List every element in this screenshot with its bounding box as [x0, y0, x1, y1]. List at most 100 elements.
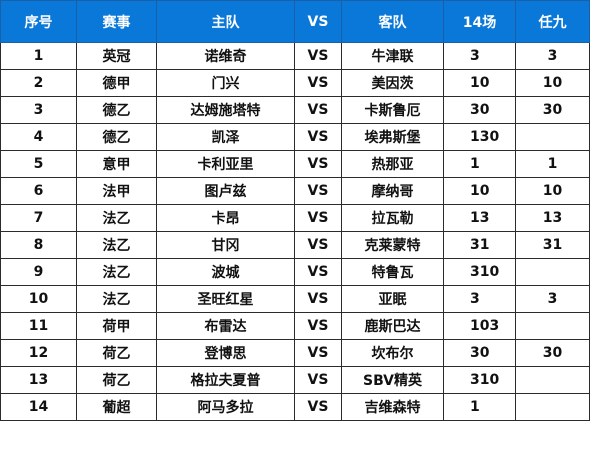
table-row: 14 葡超 阿马多拉 VS 吉维森特 1: [0, 393, 590, 421]
cell-any-nine: [515, 312, 590, 340]
table-body: 1 英冠 诺维奇 VS 牛津联 3 3 2 德甲 门兴 VS 美因茨 10 10 3 德乙 达姆施塔特 VS 卡斯鲁…: [0, 42, 590, 421]
cell-home-team: 卡利亚里: [156, 150, 295, 178]
cell-vs: VS: [294, 123, 342, 151]
cell-no: 8: [0, 231, 77, 259]
table-row: 9 法乙 波城 VS 特鲁瓦 310: [0, 258, 590, 286]
cell-home-team: 布雷达: [156, 312, 295, 340]
cell-no: 3: [0, 96, 77, 124]
cell-league: 荷乙: [76, 339, 157, 367]
cell-vs: VS: [294, 366, 342, 394]
cell-14-matches: 310: [443, 366, 516, 394]
cell-14-matches: 1: [443, 150, 516, 178]
cell-vs: VS: [294, 339, 342, 367]
table-row: 7 法乙 卡昂 VS 拉瓦勒 13 13: [0, 204, 590, 232]
cell-home-team: 达姆施塔特: [156, 96, 295, 124]
cell-league: 法甲: [76, 177, 157, 205]
table-row: 13 荷乙 格拉夫夏普 VS SBV精英 310: [0, 366, 590, 394]
cell-away-team: 拉瓦勒: [341, 204, 444, 232]
cell-14-matches: 31: [443, 231, 516, 259]
cell-league: 意甲: [76, 150, 157, 178]
table-row: 1 英冠 诺维奇 VS 牛津联 3 3: [0, 42, 590, 70]
cell-no: 5: [0, 150, 77, 178]
table-row: 4 德乙 凯泽 VS 埃弗斯堡 130: [0, 123, 590, 151]
cell-14-matches: 10: [443, 177, 516, 205]
table-row: 6 法甲 图卢兹 VS 摩纳哥 10 10: [0, 177, 590, 205]
cell-vs: VS: [294, 42, 342, 70]
cell-league: 法乙: [76, 258, 157, 286]
cell-any-nine: 30: [515, 339, 590, 367]
cell-14-matches: 130: [443, 123, 516, 151]
header-14-matches: 14场: [443, 0, 516, 43]
cell-14-matches: 30: [443, 339, 516, 367]
table-row: 3 德乙 达姆施塔特 VS 卡斯鲁厄 30 30: [0, 96, 590, 124]
cell-home-team: 阿马多拉: [156, 393, 295, 421]
cell-away-team: 鹿斯巴达: [341, 312, 444, 340]
cell-any-nine: [515, 258, 590, 286]
cell-no: 6: [0, 177, 77, 205]
cell-vs: VS: [294, 177, 342, 205]
cell-home-team: 圣旺红星: [156, 285, 295, 313]
header-row: 序号 赛事 主队 VS 客队 14场 任九: [0, 0, 590, 43]
cell-away-team: 特鲁瓦: [341, 258, 444, 286]
cell-any-nine: 13: [515, 204, 590, 232]
cell-league: 葡超: [76, 393, 157, 421]
cell-home-team: 卡昂: [156, 204, 295, 232]
cell-away-team: 吉维森特: [341, 393, 444, 421]
cell-no: 12: [0, 339, 77, 367]
cell-any-nine: [515, 366, 590, 394]
header-any-nine: 任九: [515, 0, 590, 43]
table-row: 8 法乙 甘冈 VS 克莱蒙特 31 31: [0, 231, 590, 259]
cell-vs: VS: [294, 231, 342, 259]
cell-14-matches: 13: [443, 204, 516, 232]
cell-away-team: 坎布尔: [341, 339, 444, 367]
cell-league: 法乙: [76, 231, 157, 259]
lottery-table: 序号 赛事 主队 VS 客队 14场 任九 1 英冠 诺维奇 VS 牛津联 3 3 2 德甲 门兴…: [0, 0, 590, 421]
cell-14-matches: 103: [443, 312, 516, 340]
cell-14-matches: 1: [443, 393, 516, 421]
header-no: 序号: [0, 0, 77, 43]
cell-no: 9: [0, 258, 77, 286]
cell-vs: VS: [294, 285, 342, 313]
cell-home-team: 图卢兹: [156, 177, 295, 205]
cell-vs: VS: [294, 204, 342, 232]
cell-any-nine: 3: [515, 42, 590, 70]
cell-vs: VS: [294, 312, 342, 340]
cell-away-team: 亚眠: [341, 285, 444, 313]
cell-league: 德甲: [76, 69, 157, 97]
cell-league: 法乙: [76, 204, 157, 232]
cell-away-team: 克莱蒙特: [341, 231, 444, 259]
cell-vs: VS: [294, 258, 342, 286]
cell-no: 7: [0, 204, 77, 232]
cell-no: 4: [0, 123, 77, 151]
cell-14-matches: 3: [443, 285, 516, 313]
table-row: 2 德甲 门兴 VS 美因茨 10 10: [0, 69, 590, 97]
cell-no: 2: [0, 69, 77, 97]
cell-vs: VS: [294, 69, 342, 97]
cell-away-team: SBV精英: [341, 366, 444, 394]
header-home-team: 主队: [156, 0, 295, 43]
cell-any-nine: 10: [515, 69, 590, 97]
cell-any-nine: [515, 393, 590, 421]
cell-league: 英冠: [76, 42, 157, 70]
cell-14-matches: 30: [443, 96, 516, 124]
cell-no: 14: [0, 393, 77, 421]
table-row: 11 荷甲 布雷达 VS 鹿斯巴达 103: [0, 312, 590, 340]
cell-away-team: 牛津联: [341, 42, 444, 70]
cell-home-team: 门兴: [156, 69, 295, 97]
table-row: 5 意甲 卡利亚里 VS 热那亚 1 1: [0, 150, 590, 178]
cell-home-team: 登博思: [156, 339, 295, 367]
cell-no: 1: [0, 42, 77, 70]
cell-any-nine: 1: [515, 150, 590, 178]
cell-league: 德乙: [76, 123, 157, 151]
cell-league: 荷甲: [76, 312, 157, 340]
cell-away-team: 卡斯鲁厄: [341, 96, 444, 124]
cell-away-team: 摩纳哥: [341, 177, 444, 205]
cell-home-team: 凯泽: [156, 123, 295, 151]
table-row: 12 荷乙 登博思 VS 坎布尔 30 30: [0, 339, 590, 367]
cell-league: 法乙: [76, 285, 157, 313]
cell-14-matches: 3: [443, 42, 516, 70]
cell-any-nine: 31: [515, 231, 590, 259]
cell-any-nine: 10: [515, 177, 590, 205]
cell-no: 11: [0, 312, 77, 340]
cell-vs: VS: [294, 393, 342, 421]
